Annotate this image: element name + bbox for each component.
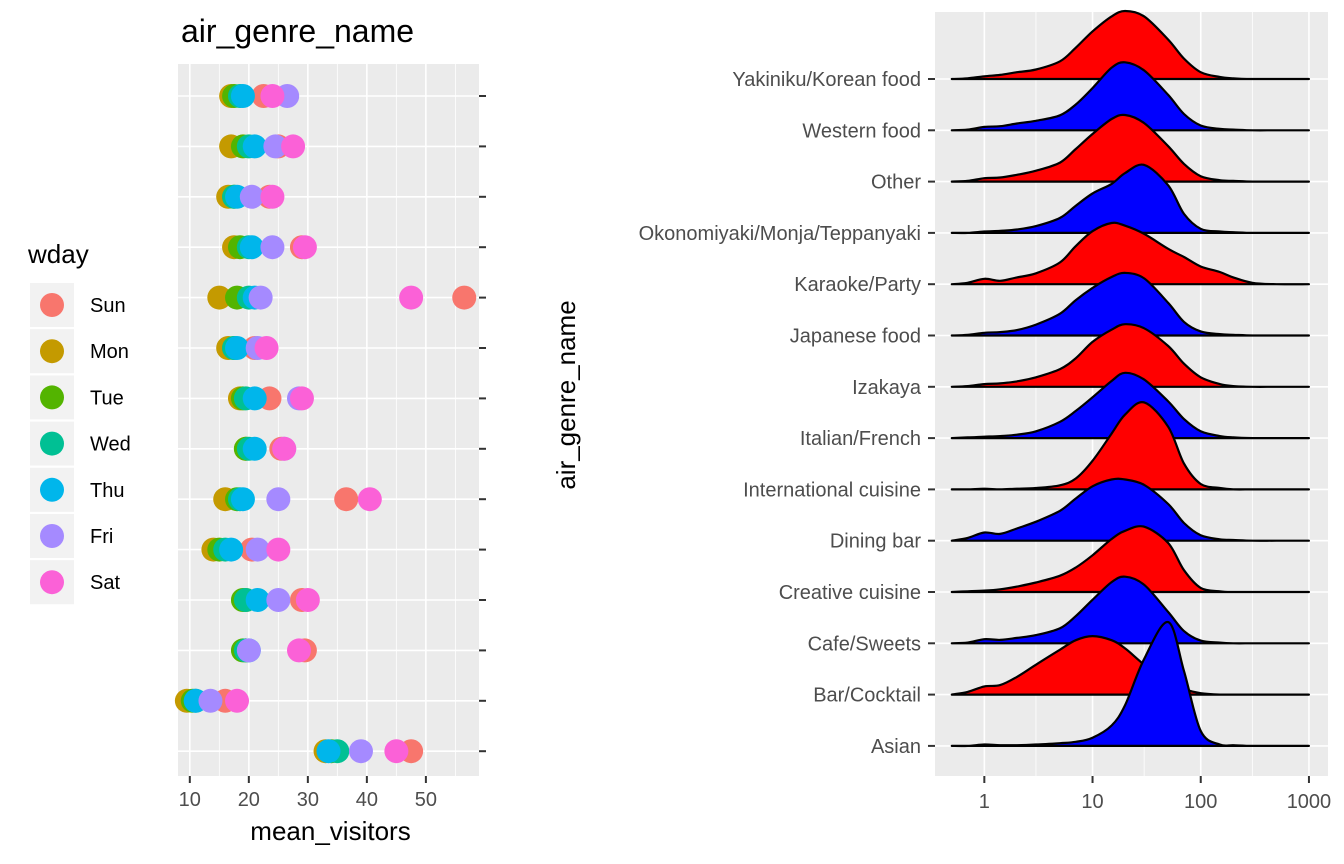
dotplot-point-sat [286,638,311,663]
dotplot-point-sat [225,688,250,713]
legend-swatch-mon [40,339,64,364]
dotplot-point-mon [207,285,232,310]
dotplot-point-thu [245,588,270,612]
dotplot-point-sun [452,285,477,310]
dotplot-point-thu [242,386,267,411]
ridge-other [950,113,1310,183]
ridge-creative-cuisine [950,525,1310,594]
dotplot-point-sat [384,739,409,764]
dotplot-point-fri [236,638,261,663]
dotplot-x-axis-title: mean_visitors [250,816,410,846]
dotplot-point-thu [242,436,267,461]
dotplot-x-tick-label: 10 [179,789,201,811]
ridgeline-panel: Yakiniku/Korean food Western food Other Oko… [551,9,1332,813]
ridgeline-category-label: Japanese food [790,326,921,348]
ridge-okonomiyaki-monja-teppanyaki [950,163,1310,235]
legend-swatch-sun [40,293,64,317]
ridge-karaoke-party [950,221,1310,286]
dotplot-x-tick-label: 20 [238,789,260,811]
ridgeline-category-label: Other [871,172,921,194]
ridgeline-x-tick-label: 100 [1184,791,1217,813]
legend-label-fri: Fri [90,526,113,548]
ridgeline-y-axis-title: air_genre_name [551,300,581,489]
ridge-western-food [950,61,1310,132]
dotplot-point-fri [248,285,273,310]
dotplot-point-fri [260,235,285,260]
legend-label-thu: Thu [90,480,124,502]
dotplot-point-thu [225,336,250,360]
ridgeline-category-label: Yakiniku/Korean food [732,69,921,91]
dotplot-point-sat [295,588,320,612]
dotplot-panel: 10 20 30 40 50 air_genre_name mean_visitors [174,13,486,846]
dotplot-x-tick-label: 50 [415,789,437,811]
dotplot-point-thu [239,235,264,260]
legend-swatch-thu [40,477,64,502]
legend-swatch-wed [40,431,64,456]
ridgeline-category-label: Izakaya [852,377,922,399]
legend: wday Sun Mon Tue Wed Thu Fri Sat [27,239,131,605]
dotplot-point-sat [260,84,285,108]
dotplot-point-sat [289,386,314,411]
dotplot-point-thu [316,739,341,764]
dotplot-point-sat [272,436,297,461]
dotplot-point-fri [245,537,270,562]
legend-swatch-tue [40,385,64,410]
ridgeline-x-tick-label: 1000 [1287,791,1332,813]
ridgeline-x-tick-label: 10 [1081,791,1103,813]
legend-label-sat: Sat [90,572,120,594]
dotplot-point-sun [334,487,359,512]
ridgeline-category-label: Creative cuisine [779,582,921,604]
dotplot-point-fri [239,184,264,209]
ridgeline-category-label: International cuisine [743,479,921,501]
dotplot-point-thu [230,487,255,512]
dotplot-point-sat [260,184,285,209]
ridgeline-category-label: Asian [871,736,921,758]
dotplot-point-sat [292,235,317,260]
ridgeline-category-label: Karaoke/Party [794,274,921,296]
ridgeline-category-label: Italian/French [800,428,921,450]
legend-label-sun: Sun [90,295,126,317]
dotplot-point-fri [266,588,291,612]
ridge-cafe-sweets [950,575,1310,645]
legend-title: wday [27,239,89,269]
ridgeline-category-label: Cafe/Sweets [808,633,921,655]
ridgeline-category-label: Dining bar [830,531,922,553]
ridge-japanese-food [950,271,1310,337]
dotplot-point-fri [348,739,373,764]
ridgeline-category-label: Okonomiyaki/Monja/Teppanyaki [639,223,921,245]
dotplot-background [178,64,479,776]
ridgeline-category-label: Bar/Cocktail [813,685,921,707]
dotplot-x-tick-label: 30 [297,789,319,811]
dotplot-point-sat [266,537,291,562]
legend-label-mon: Mon [90,341,129,363]
ridge-bar-cocktail [950,635,1310,696]
dotplot-point-sat [281,134,306,159]
dotplot-point-fri [263,134,288,159]
ridge-international-cuisine [950,401,1310,491]
ridge-italian-french [950,371,1310,440]
ridge-izakaya [950,323,1310,388]
ridge-asian [950,621,1310,748]
dotplot-point-sat [399,285,424,310]
dotplot-point-fri [198,688,223,713]
legend-label-wed: Wed [90,434,131,456]
dotplot-point-sat [357,487,382,512]
dotplot-point-thu [242,134,267,159]
dotplot-x-tick-label: 40 [356,789,378,811]
dotplot-point-thu [230,84,255,108]
legend-label-tue: Tue [90,387,124,409]
legend-swatch-fri [40,524,64,548]
dotplot-point-fri [266,487,291,512]
ridgeline-category-label: Western food [802,120,921,142]
legend-swatch-sat [40,570,64,595]
ridge-dining-bar [950,477,1310,542]
dotplot-point-sat [254,336,279,360]
ridgeline-x-tick-label: 1 [979,791,990,813]
dotplot-title: air_genre_name [181,13,414,49]
dotplot-point-thu [219,537,244,562]
ridge-yakiniku-korean-food [950,9,1310,81]
